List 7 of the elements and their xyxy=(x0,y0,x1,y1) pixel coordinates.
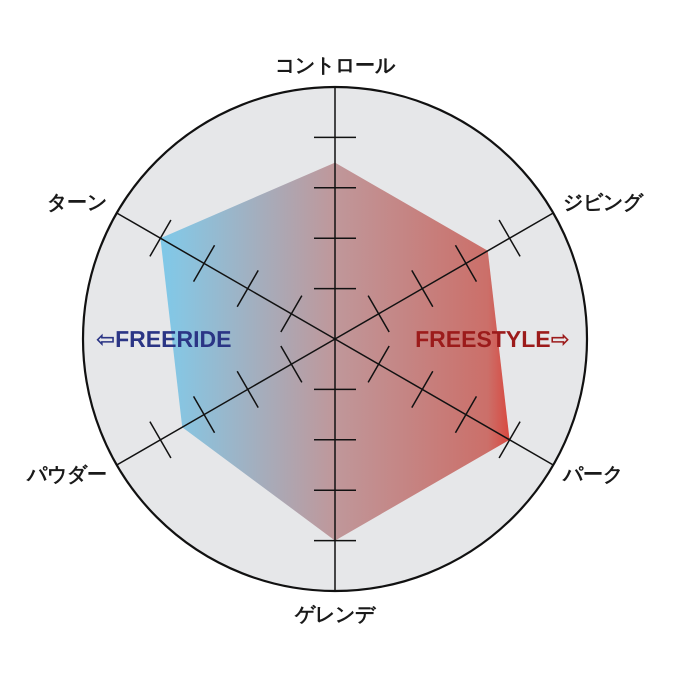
text: ⇦FREERIDE xyxy=(96,326,232,352)
spoke-label: ターン xyxy=(46,190,107,214)
spoke-label: パウダー xyxy=(26,462,107,486)
spoke-label: パーク xyxy=(562,462,624,486)
spoke-label: ゲレンデ xyxy=(294,602,377,626)
spoke-label: ジビング xyxy=(563,190,644,214)
spoke-label: コントロール xyxy=(275,53,396,77)
